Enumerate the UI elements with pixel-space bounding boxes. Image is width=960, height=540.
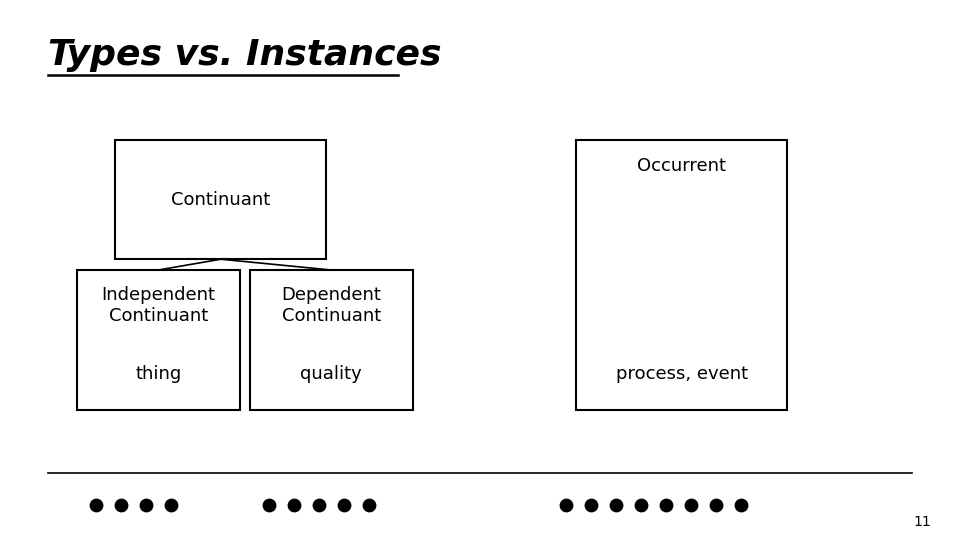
Text: Occurrent: Occurrent xyxy=(637,157,726,174)
Point xyxy=(113,501,129,509)
Point xyxy=(286,501,301,509)
Point xyxy=(361,501,376,509)
Text: Independent
Continuant: Independent Continuant xyxy=(102,286,215,325)
Point xyxy=(138,501,154,509)
Point xyxy=(88,501,104,509)
Point xyxy=(733,501,749,509)
FancyBboxPatch shape xyxy=(250,270,413,410)
Point xyxy=(584,501,599,509)
Text: thing: thing xyxy=(135,366,181,383)
Point xyxy=(708,501,724,509)
Point xyxy=(559,501,574,509)
Point xyxy=(634,501,649,509)
Text: quality: quality xyxy=(300,366,362,383)
Point xyxy=(684,501,699,509)
FancyBboxPatch shape xyxy=(576,140,787,410)
Text: process, event: process, event xyxy=(615,366,748,383)
Point xyxy=(261,501,276,509)
Point xyxy=(311,501,326,509)
Point xyxy=(336,501,351,509)
Point xyxy=(659,501,674,509)
Point xyxy=(163,501,179,509)
Text: 11: 11 xyxy=(914,515,931,529)
Text: Continuant: Continuant xyxy=(171,191,271,209)
FancyBboxPatch shape xyxy=(77,270,240,410)
Text: Dependent
Continuant: Dependent Continuant xyxy=(281,286,381,325)
Point xyxy=(609,501,624,509)
FancyBboxPatch shape xyxy=(115,140,326,259)
Text: Types vs. Instances: Types vs. Instances xyxy=(48,38,442,72)
